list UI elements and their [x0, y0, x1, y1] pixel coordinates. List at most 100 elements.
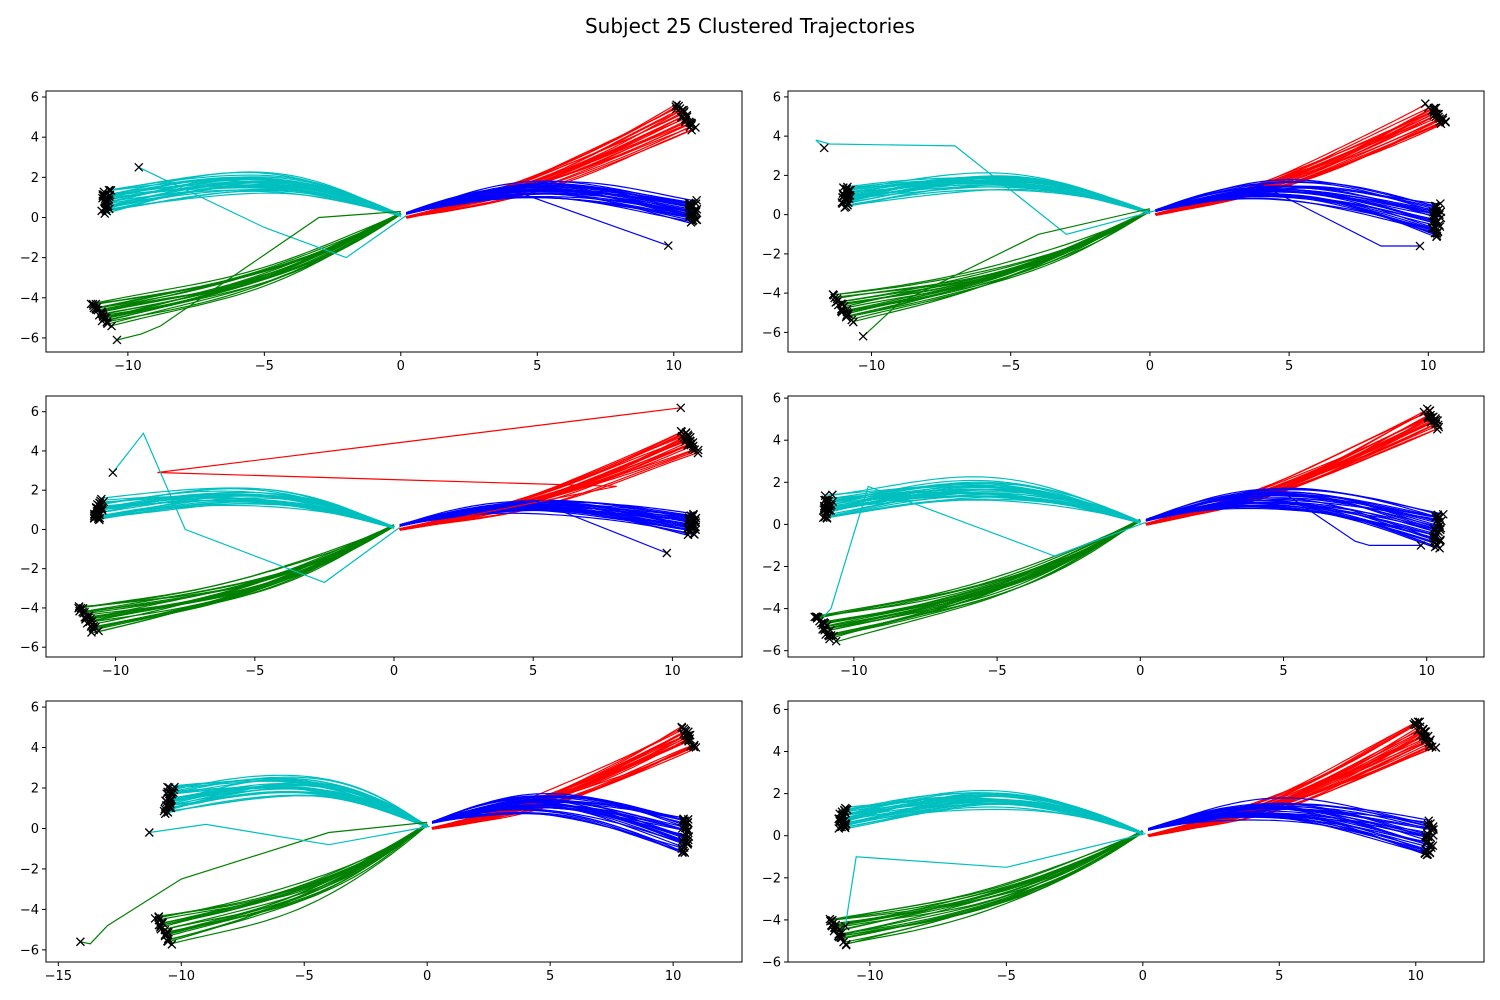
trajectory-blue: [431, 801, 689, 824]
y-tick-label: 2: [773, 787, 781, 802]
endpoint-marker: [662, 548, 672, 558]
trajectory-green: [841, 830, 1143, 940]
y-tick-label: 4: [31, 131, 39, 146]
trajectory-red: [406, 106, 677, 219]
endpoint-marker: [679, 814, 689, 824]
trajectory-green: [822, 519, 1141, 626]
trajectory-blue: [1145, 495, 1439, 523]
x-tick-label: 10: [1418, 664, 1435, 679]
trajectory-green: [164, 823, 428, 936]
endpoint-marker: [97, 505, 107, 515]
trajectory-green: [106, 213, 402, 323]
endpoint-marker: [671, 102, 681, 111]
y-tick-label: −6: [762, 956, 781, 971]
trajectory-blue: [1155, 179, 1437, 212]
axes-frame: [45, 700, 743, 963]
trajectory-green: [841, 210, 1151, 305]
endpoint-marker: [1433, 510, 1443, 520]
trajectory-green: [82, 525, 395, 613]
trajectory-cyan: [104, 180, 402, 216]
endpoint-marker: [685, 199, 695, 209]
trajectory-green: [92, 213, 402, 306]
subplot-4: −10 −5 0 5 10 −6 −4 −2 0 2 4 6: [762, 392, 1485, 679]
x-tick-label: 0: [1146, 359, 1154, 374]
x-tick-label: 5: [1285, 359, 1293, 374]
trajectory-red: [399, 443, 692, 530]
trajectory-red: [1148, 731, 1426, 837]
trajectory-green: [837, 210, 1151, 305]
trajectory-green: [82, 525, 395, 609]
endpoint-marker: [134, 162, 144, 172]
y-tick-label: −4: [762, 287, 781, 302]
trajectory-cyan: [99, 502, 395, 529]
trajectory-cyan: [838, 803, 1143, 835]
trajectory-green: [851, 210, 1151, 320]
endpoint-marker: [835, 822, 845, 832]
trajectory-red: [1148, 725, 1421, 837]
trajectory-blue: [1147, 797, 1429, 831]
trajectory-red: [432, 739, 686, 830]
trajectory-green: [816, 519, 1141, 619]
y-tick-label: −2: [762, 247, 781, 262]
trajectory-cyan: [163, 787, 428, 827]
x-tick-label: 5: [529, 664, 537, 679]
y-tick-label: 2: [773, 476, 781, 491]
endpoint-marker: [100, 209, 110, 219]
endpoint-marker: [1422, 845, 1432, 855]
x-tick-label: 5: [546, 969, 554, 984]
endpoint-marker: [1416, 540, 1426, 550]
subplot-6: −10 −5 0 5 10 −6 −4 −2 0 2 4 6: [762, 700, 1485, 984]
endpoint-marker: [163, 934, 173, 944]
plot-area: [74, 403, 703, 637]
endpoint-marker: [108, 468, 118, 477]
trajectory-blue: [1148, 807, 1431, 831]
trajectory-green: [84, 524, 394, 614]
y-tick-label: 4: [31, 741, 39, 756]
trajectory-green: [106, 213, 402, 322]
x-tick-label: −10: [168, 969, 195, 984]
x-tick-label: 0: [1139, 969, 1147, 984]
trajectory-cyan: [841, 802, 1144, 835]
trajectory-green: [160, 823, 428, 929]
trajectory-cyan: [104, 183, 402, 216]
endpoint-marker: [825, 634, 834, 644]
trajectory-green: [79, 524, 394, 613]
endpoint-marker: [841, 312, 851, 322]
figure-title: Subject 25 Clustered Trajectories: [584, 14, 916, 38]
trajectory-red: [399, 436, 684, 531]
x-tick-label: 0: [423, 969, 431, 984]
plot-area: [810, 404, 1448, 646]
endpoint-marker: [1422, 404, 1432, 414]
trajectory-red: [432, 730, 689, 830]
endpoint-marker: [858, 331, 868, 341]
trajectory-green: [827, 519, 1141, 627]
axes-frame: [787, 395, 1485, 658]
trajectory-outlier-green: [862, 208, 1151, 337]
trajectory-green: [96, 212, 401, 311]
endpoint-marker: [677, 722, 687, 732]
trajectory-cyan: [823, 496, 1141, 524]
y-tick-label: 0: [773, 829, 781, 844]
trajectory-cyan: [831, 482, 1141, 524]
y-tick-label: 4: [773, 745, 781, 760]
plot-area: [86, 100, 702, 345]
trajectory-blue: [406, 193, 696, 215]
trajectory-blue: [1155, 193, 1441, 227]
plot-area: [825, 717, 1441, 950]
y-tick-label: −4: [762, 602, 781, 617]
endpoint-marker: [663, 241, 673, 251]
trajectory-red: [432, 726, 682, 830]
x-tick-label: 5: [1279, 664, 1287, 679]
x-tick-label: 10: [665, 359, 682, 374]
y-tick-label: 2: [31, 782, 39, 797]
trajectory-green: [171, 824, 428, 945]
endpoint-marker: [847, 315, 857, 325]
axes-frame: [787, 90, 1485, 353]
endpoint-marker: [840, 821, 850, 831]
trajectory-outlier-cyan: [138, 166, 407, 259]
trajectory-blue: [406, 184, 692, 214]
trajectory-blue: [1145, 493, 1438, 521]
y-tick-label: 6: [773, 392, 781, 407]
endpoint-marker: [820, 504, 830, 514]
endpoint-marker: [841, 940, 851, 950]
